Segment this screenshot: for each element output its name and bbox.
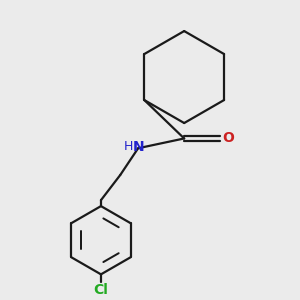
Text: Cl: Cl <box>94 283 108 297</box>
Text: O: O <box>222 131 234 146</box>
Text: H: H <box>124 140 133 153</box>
Text: N: N <box>133 140 145 154</box>
